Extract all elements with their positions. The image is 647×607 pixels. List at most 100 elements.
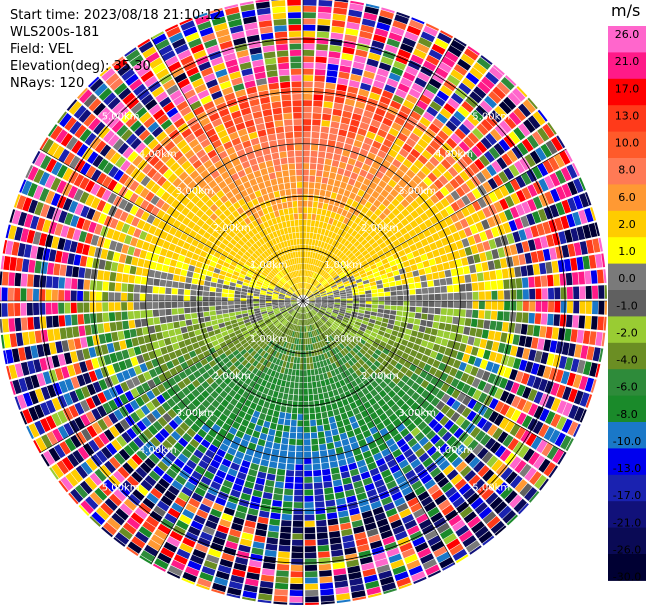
velocity-gate <box>399 164 409 174</box>
velocity-gate <box>314 305 321 309</box>
velocity-gate <box>228 293 235 298</box>
velocity-gate <box>467 336 475 346</box>
velocity-gate <box>334 440 342 448</box>
velocity-gate <box>434 438 445 450</box>
velocity-gate <box>347 374 355 382</box>
velocity-gate <box>263 401 270 409</box>
velocity-gate <box>395 222 404 231</box>
velocity-gate <box>592 347 601 362</box>
velocity-gate <box>528 349 537 361</box>
velocity-gate <box>396 290 403 296</box>
velocity-gate <box>210 508 222 518</box>
velocity-gate <box>336 250 342 257</box>
velocity-gate <box>304 282 306 289</box>
velocity-gate <box>246 407 255 416</box>
velocity-gate <box>301 338 303 345</box>
velocity-gate <box>466 410 477 422</box>
velocity-gate <box>481 329 489 339</box>
velocity-gate <box>261 343 268 350</box>
velocity-gate <box>502 322 509 332</box>
velocity-gate <box>312 463 321 470</box>
velocity-gate <box>338 187 345 195</box>
velocity-gate <box>136 484 149 497</box>
velocity-gate <box>387 243 395 250</box>
velocity-gate <box>375 170 384 180</box>
velocity-gate <box>518 123 531 137</box>
velocity-gate <box>321 304 328 306</box>
velocity-gate <box>457 158 468 170</box>
velocity-gate <box>512 87 526 102</box>
velocity-gate <box>14 272 22 287</box>
velocity-gate <box>303 207 308 213</box>
velocity-gate <box>301 313 303 320</box>
velocity-gate <box>185 319 193 326</box>
velocity-gate <box>481 261 489 272</box>
velocity-gate <box>436 390 445 400</box>
velocity-gate <box>506 149 518 163</box>
velocity-gate <box>303 376 308 383</box>
velocity-gate <box>263 374 270 381</box>
velocity-gate <box>452 359 462 369</box>
velocity-gate <box>445 120 458 132</box>
velocity-gate <box>334 0 349 3</box>
velocity-gate <box>444 347 453 357</box>
velocity-gate <box>304 470 313 477</box>
velocity-gate <box>202 525 216 536</box>
velocity-gate <box>472 291 479 300</box>
velocity-gate <box>366 256 374 263</box>
velocity-gate <box>459 218 469 229</box>
velocity-gate <box>486 164 497 177</box>
velocity-gate <box>281 399 288 407</box>
velocity-gate <box>500 486 513 500</box>
velocity-gate <box>201 399 211 409</box>
velocity-gate <box>370 389 378 397</box>
velocity-gate <box>444 323 452 332</box>
velocity-gate <box>499 417 510 430</box>
velocity-gate <box>234 297 241 301</box>
velocity-gate <box>380 144 390 154</box>
velocity-gate <box>290 375 296 382</box>
velocity-gate <box>285 321 290 327</box>
velocity-gate <box>303 407 309 414</box>
velocity-gate <box>108 292 115 301</box>
velocity-gate <box>338 343 345 350</box>
velocity-gate <box>370 311 377 316</box>
velocity-gate <box>292 401 298 408</box>
velocity-gate <box>184 481 197 492</box>
velocity-gate <box>487 330 496 340</box>
velocity-gate <box>290 577 303 584</box>
velocity-gate <box>352 306 359 310</box>
velocity-gate <box>333 408 340 416</box>
velocity-gate <box>378 212 387 221</box>
velocity-gate <box>334 213 341 221</box>
velocity-gate <box>362 214 370 223</box>
velocity-gate <box>352 166 361 175</box>
velocity-gate <box>256 355 263 362</box>
velocity-gate <box>406 453 418 464</box>
velocity-gate <box>225 432 235 441</box>
velocity-gate <box>333 307 340 311</box>
velocity-gate <box>556 400 567 414</box>
velocity-gate <box>83 313 91 324</box>
velocity-gate <box>309 301 316 303</box>
velocity-gate <box>241 382 249 391</box>
velocity-gate <box>117 263 125 273</box>
velocity-gate <box>221 297 228 301</box>
velocity-gate <box>516 398 527 411</box>
velocity-gate <box>414 185 424 195</box>
velocity-gate <box>598 348 604 362</box>
velocity-gate <box>252 541 265 549</box>
velocity-gate <box>312 388 318 395</box>
velocity-gate <box>341 364 348 372</box>
velocity-gate <box>334 147 343 155</box>
velocity-gate <box>309 311 314 317</box>
velocity-gate <box>193 433 204 444</box>
velocity-gate <box>283 334 288 341</box>
velocity-gate <box>321 209 327 216</box>
velocity-gate <box>545 326 553 339</box>
velocity-gate <box>232 376 240 384</box>
velocity-gate <box>556 416 567 431</box>
velocity-gate <box>385 328 393 334</box>
velocity-gate <box>243 526 255 535</box>
velocity-gate <box>416 331 424 339</box>
